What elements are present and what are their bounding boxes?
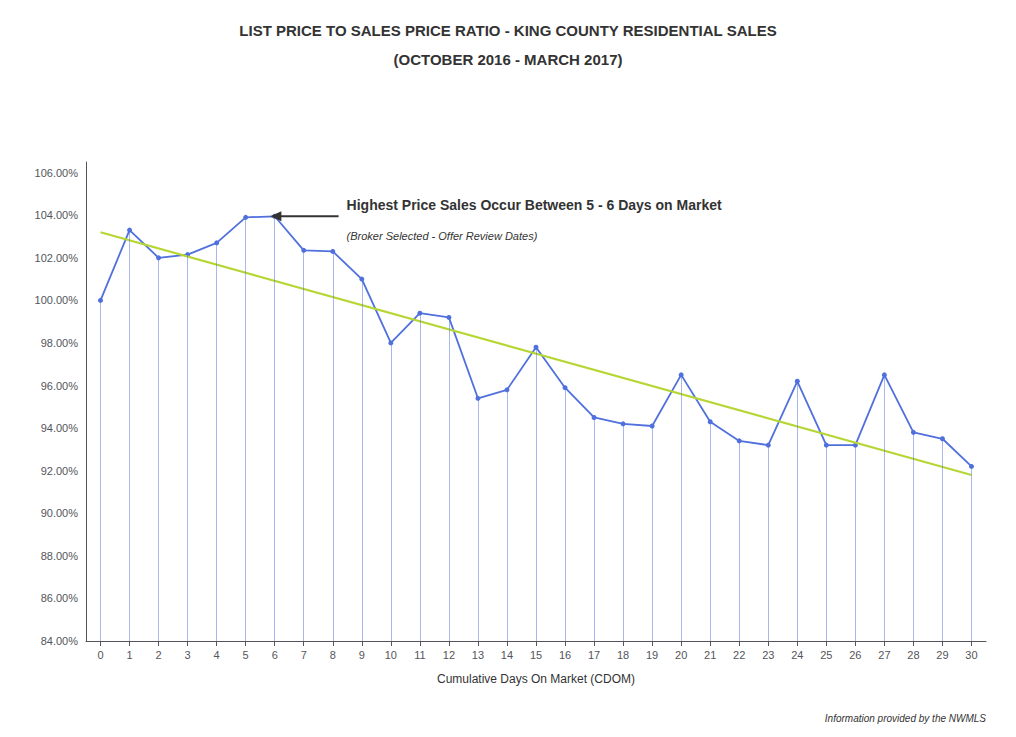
svg-text:102.00%: 102.00% [35,252,79,264]
svg-text:25: 25 [820,649,832,661]
svg-text:5: 5 [243,649,249,661]
svg-text:(OCTOBER 2016 - MARCH 2017): (OCTOBER 2016 - MARCH 2017) [394,51,623,68]
svg-text:15: 15 [530,649,542,661]
svg-text:9: 9 [359,649,365,661]
svg-text:0: 0 [97,649,103,661]
svg-text:6: 6 [272,649,278,661]
svg-text:17: 17 [588,649,600,661]
svg-text:4: 4 [214,649,220,661]
svg-text:14: 14 [501,649,513,661]
svg-text:24: 24 [791,649,803,661]
svg-text:20: 20 [675,649,687,661]
svg-text:21: 21 [704,649,716,661]
svg-text:11: 11 [414,649,425,661]
svg-text:94.00%: 94.00% [41,422,79,434]
svg-text:92.00%: 92.00% [41,465,79,477]
svg-text:26: 26 [849,649,861,661]
svg-text:30: 30 [965,649,977,661]
svg-text:88.00%: 88.00% [41,550,79,562]
svg-text:16: 16 [559,649,571,661]
svg-text:Highest Price Sales Occur Betw: Highest Price Sales Occur Between 5 - 6 … [347,197,722,213]
svg-text:12: 12 [443,649,455,661]
svg-text:10: 10 [385,649,397,661]
svg-text:19: 19 [646,649,658,661]
svg-text:104.00%: 104.00% [35,209,79,221]
svg-text:2: 2 [156,649,162,661]
svg-text:18: 18 [617,649,629,661]
svg-text:106.00%: 106.00% [35,167,79,179]
svg-text:13: 13 [472,649,484,661]
svg-text:LIST PRICE TO SALES PRICE RATI: LIST PRICE TO SALES PRICE RATIO - KING C… [239,22,776,39]
svg-text:27: 27 [878,649,890,661]
svg-text:7: 7 [301,649,307,661]
svg-text:100.00%: 100.00% [35,294,79,306]
svg-text:90.00%: 90.00% [41,507,79,519]
svg-text:8: 8 [330,649,336,661]
svg-text:98.00%: 98.00% [41,337,79,349]
svg-text:84.00%: 84.00% [41,635,79,647]
svg-text:96.00%: 96.00% [41,380,79,392]
svg-text:23: 23 [762,649,774,661]
svg-text:29: 29 [936,649,948,661]
svg-text:(Broker Selected - Offer Revie: (Broker Selected - Offer Review Dates) [347,230,538,242]
svg-text:22: 22 [733,649,745,661]
svg-text:Information provided by the NW: Information provided by the NWMLS [825,713,987,724]
svg-text:86.00%: 86.00% [41,592,79,604]
svg-text:1: 1 [126,649,132,661]
svg-text:Cumulative Days On Market (CDO: Cumulative Days On Market (CDOM) [437,672,635,686]
svg-text:28: 28 [907,649,919,661]
svg-text:3: 3 [185,649,191,661]
